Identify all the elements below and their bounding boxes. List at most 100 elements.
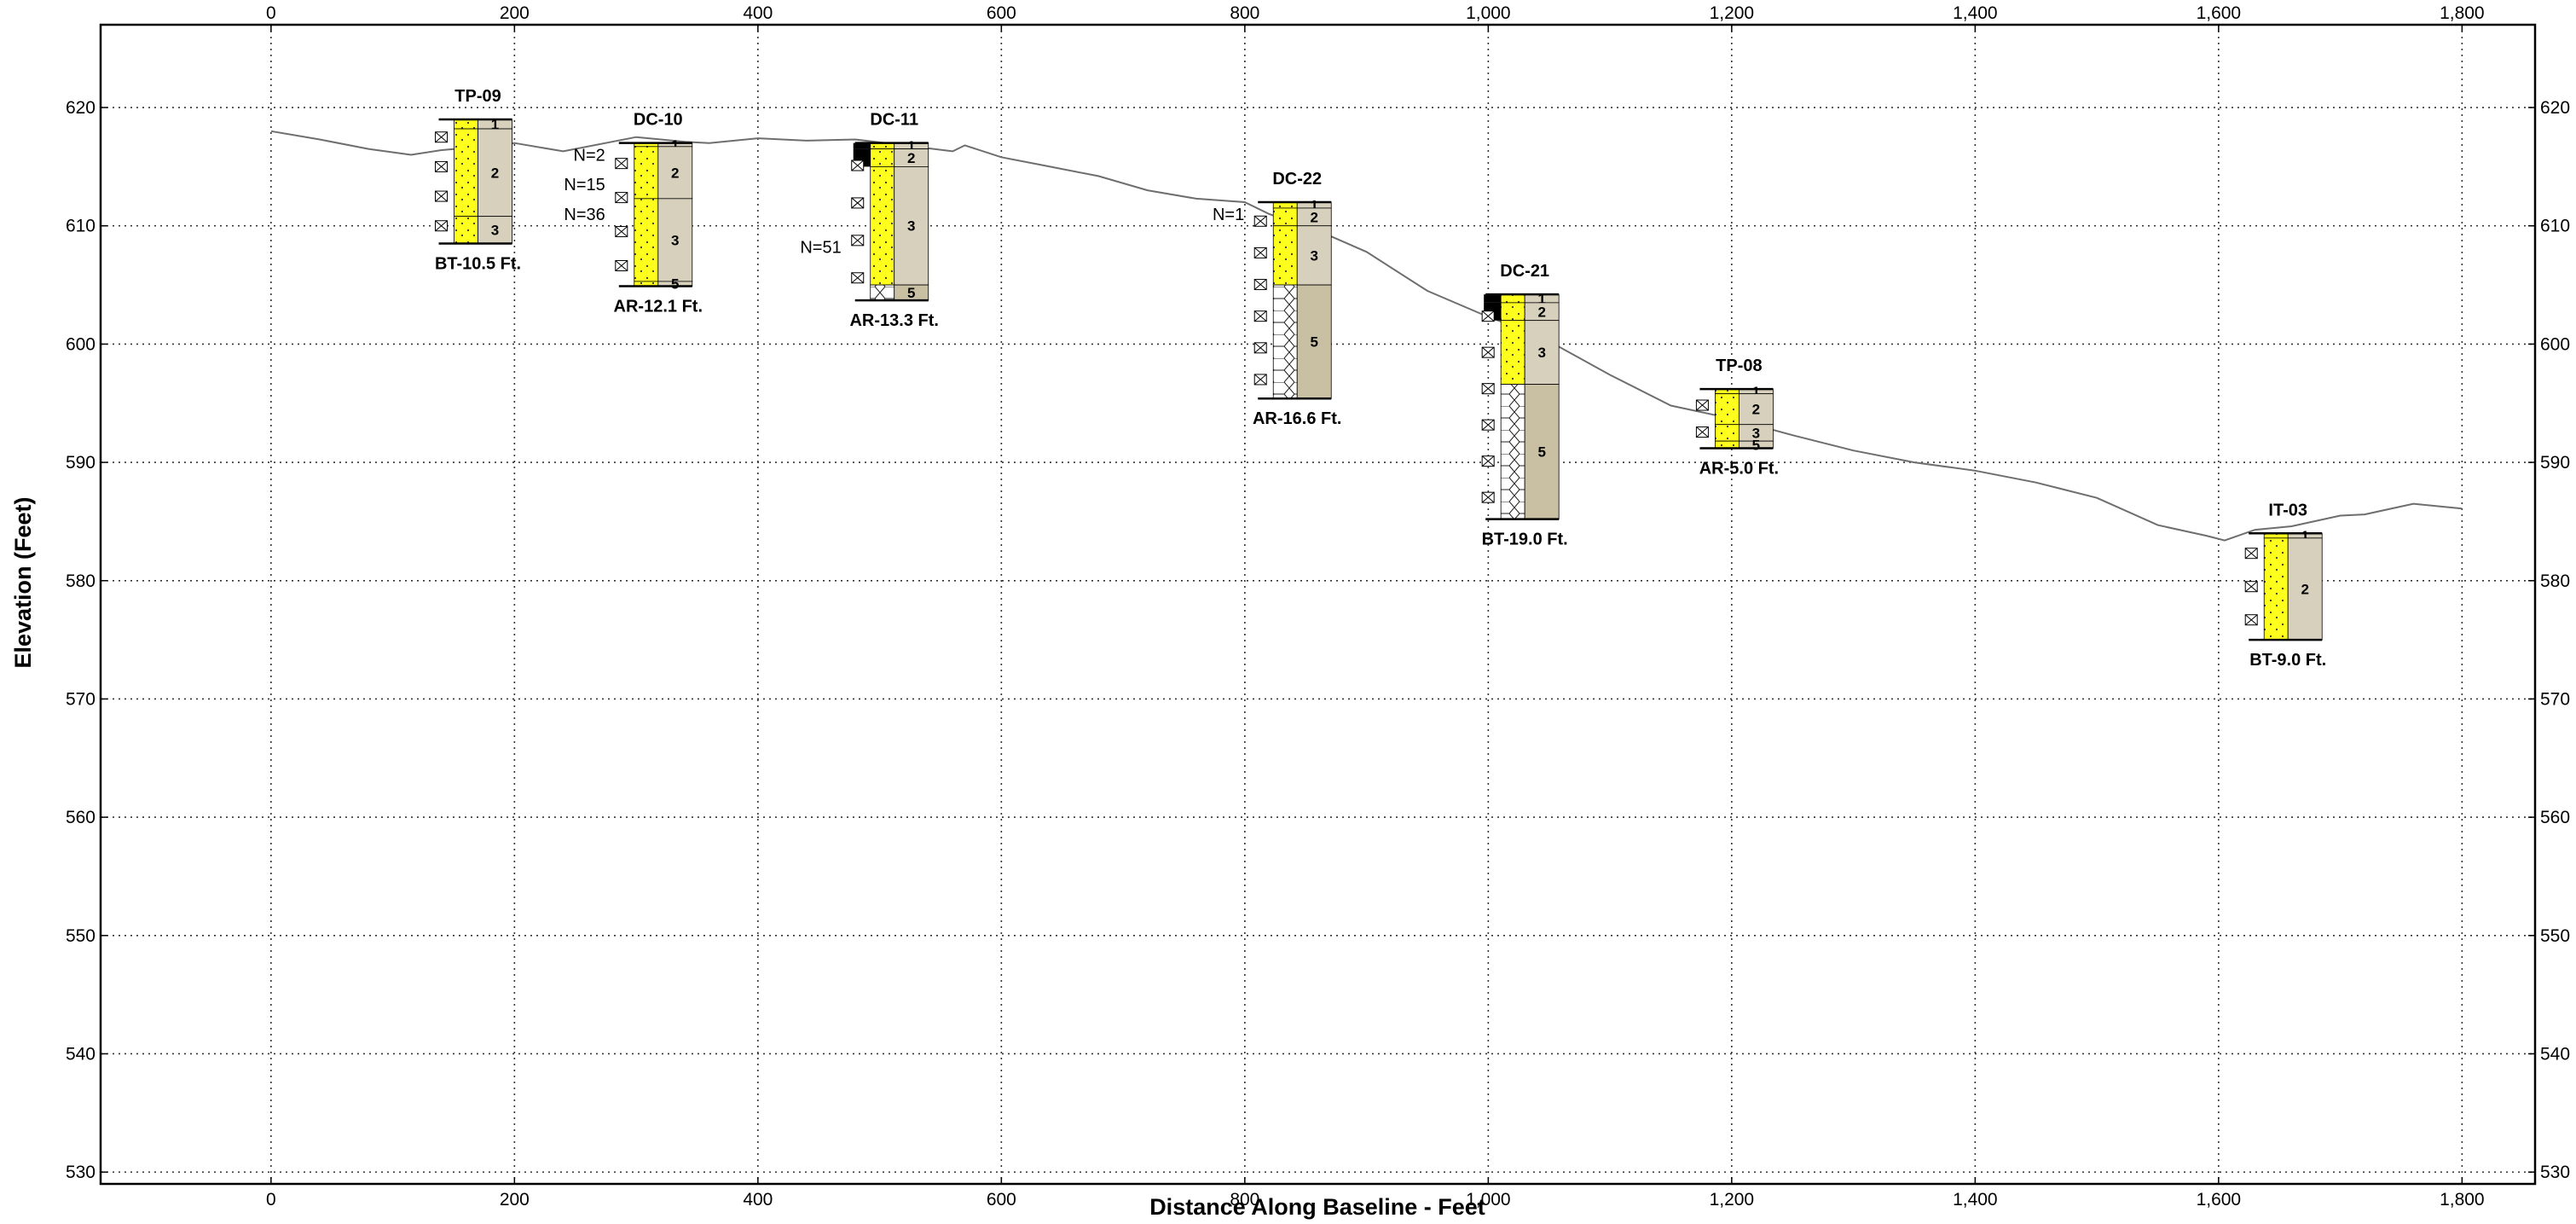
boring-it-03: IT-03 BT-9.0 Ft. 1 2 bbox=[2244, 501, 2326, 670]
boring-depth-label: BT-10.5 Ft. bbox=[435, 255, 521, 274]
x-tick-label-top: 800 bbox=[1230, 3, 1259, 23]
x-tick-label-top: 1,000 bbox=[1466, 3, 1511, 23]
sample-marker-x bbox=[1253, 215, 1267, 227]
layer-number: 1 bbox=[907, 138, 915, 154]
layer-number: 2 bbox=[2301, 581, 2308, 597]
layer-number: 1 bbox=[491, 116, 499, 132]
lithology-cell bbox=[870, 166, 895, 286]
ground-surface bbox=[270, 130, 2463, 542]
sample-marker-x bbox=[1696, 399, 1709, 411]
y-axis-title: Elevation (Feet) bbox=[10, 496, 36, 668]
lithology-cell bbox=[1715, 424, 1740, 442]
sample-marker-x bbox=[851, 272, 865, 284]
layer-number: 2 bbox=[491, 165, 499, 181]
boring-dc-21: DC-21 BT-19.0 Ft. 12 3 5 bbox=[1482, 262, 1568, 548]
sample-marker-x bbox=[851, 160, 865, 171]
y-tick-label-right: 560 bbox=[2540, 808, 2570, 827]
sample-marker-x bbox=[851, 235, 865, 247]
x-tick-label-top: 600 bbox=[987, 3, 1016, 23]
x-tick-label-bottom: 800 bbox=[1230, 1190, 1259, 1209]
layer-cell bbox=[1296, 225, 1332, 286]
boring-depth-label: BT-9.0 Ft. bbox=[2249, 651, 2326, 670]
lithology-cell bbox=[1500, 293, 1525, 304]
boring-depth-label: AR-13.3 Ft. bbox=[849, 311, 938, 330]
solid-sample-cell bbox=[853, 142, 871, 149]
x-tick-label-bottom: 1,600 bbox=[2197, 1190, 2242, 1209]
layer-cell bbox=[2287, 537, 2323, 641]
sample-marker-x bbox=[1481, 310, 1495, 322]
boring-tp-09: TP-09 BT-10.5 Ft. 1 2 3 bbox=[435, 87, 521, 274]
lithology-cell bbox=[454, 119, 478, 130]
sample-marker-x bbox=[615, 158, 628, 170]
n-value-label: N=51 bbox=[800, 239, 841, 258]
sample-marker-x bbox=[435, 131, 448, 143]
y-tick-label-right: 600 bbox=[2540, 334, 2570, 354]
grid-lines bbox=[101, 25, 2535, 1184]
y-tick-label-left: 530 bbox=[66, 1163, 96, 1182]
boring-name: IT-03 bbox=[2268, 501, 2307, 519]
x-tick-label-top: 1,200 bbox=[1710, 3, 1755, 23]
n-value-label: N=1 bbox=[1213, 206, 1244, 224]
layer-number: 3 bbox=[1537, 345, 1545, 361]
boring-depth-label: BT-19.0 Ft. bbox=[1482, 531, 1568, 549]
lithology-cell bbox=[1500, 320, 1525, 385]
layer-number: 2 bbox=[1752, 402, 1760, 418]
sample-marker-x bbox=[1253, 247, 1267, 258]
y-tick-label-left: 590 bbox=[66, 453, 96, 473]
y-tick-label-left: 570 bbox=[66, 689, 96, 709]
solid-sample-cell bbox=[1484, 294, 1502, 303]
x-tick-label-bottom: 400 bbox=[743, 1190, 773, 1209]
sample-marker-x bbox=[615, 192, 628, 203]
y-tick-label-left: 580 bbox=[66, 571, 96, 591]
lithology-cell bbox=[1500, 384, 1525, 520]
y-tick-label-left: 610 bbox=[66, 217, 96, 236]
sample-marker-x bbox=[1253, 342, 1267, 354]
boring-tp-08: TP-08 AR-5.0 Ft. 1 2 35 bbox=[1695, 357, 1779, 478]
lithology-cell bbox=[454, 128, 478, 218]
plot-frame bbox=[99, 23, 2537, 1186]
y-tick-label-right: 550 bbox=[2540, 926, 2570, 946]
boring-name: DC-22 bbox=[1272, 170, 1322, 189]
n-value-label: N=15 bbox=[564, 176, 605, 194]
sample-marker-x bbox=[435, 220, 448, 232]
layer-number: 1 bbox=[2301, 528, 2308, 544]
lithology-cell bbox=[1272, 225, 1298, 286]
layer-number: 1 bbox=[671, 137, 679, 154]
layer-number: 3 bbox=[1310, 247, 1317, 264]
y-tick-label-left: 560 bbox=[66, 808, 96, 827]
x-tick-label-bottom: 0 bbox=[266, 1190, 276, 1209]
x-tick-label-top: 400 bbox=[743, 3, 773, 23]
sample-marker-x bbox=[1481, 419, 1495, 431]
y-tick-label-right: 540 bbox=[2540, 1044, 2570, 1064]
sample-marker-x bbox=[2244, 548, 2258, 560]
lithology-cell bbox=[870, 148, 895, 167]
x-axis-title: Distance Along Baseline - Feet bbox=[1149, 1194, 1485, 1220]
lithology-cell bbox=[1272, 284, 1298, 399]
lithology-cell bbox=[1500, 302, 1525, 322]
layer-cell bbox=[1739, 393, 1774, 426]
ground-surface-line bbox=[270, 130, 2463, 542]
y-tick-label-right: 620 bbox=[2540, 98, 2570, 118]
y-tick-label-right: 610 bbox=[2540, 217, 2570, 236]
layer-number: 2 bbox=[671, 165, 679, 181]
sample-marker-x bbox=[1253, 374, 1267, 386]
layer-number: 5 bbox=[1752, 437, 1760, 453]
layer-number: 3 bbox=[907, 218, 915, 235]
sample-marker-x bbox=[1253, 310, 1267, 322]
boring-name: DC-11 bbox=[870, 111, 918, 130]
sample-marker-x bbox=[435, 161, 448, 172]
y-tick-label-left: 550 bbox=[66, 926, 96, 946]
x-tick-label-bottom: 600 bbox=[987, 1190, 1016, 1209]
n-value-label: N=2 bbox=[574, 147, 605, 165]
sample-marker-x bbox=[615, 226, 628, 237]
layer-number: 5 bbox=[671, 276, 679, 293]
x-tick-label-bottom: 1,200 bbox=[1710, 1190, 1755, 1209]
lithology-cell bbox=[454, 216, 478, 244]
layer-cell bbox=[478, 216, 512, 244]
sample-marker-x bbox=[1481, 346, 1495, 358]
boring-name: TP-09 bbox=[454, 87, 501, 106]
layer-cell bbox=[657, 146, 693, 200]
boring-dc-22: DC-22 AR-16.6 Ft. 12 3 5 N=1 bbox=[1213, 170, 1341, 428]
